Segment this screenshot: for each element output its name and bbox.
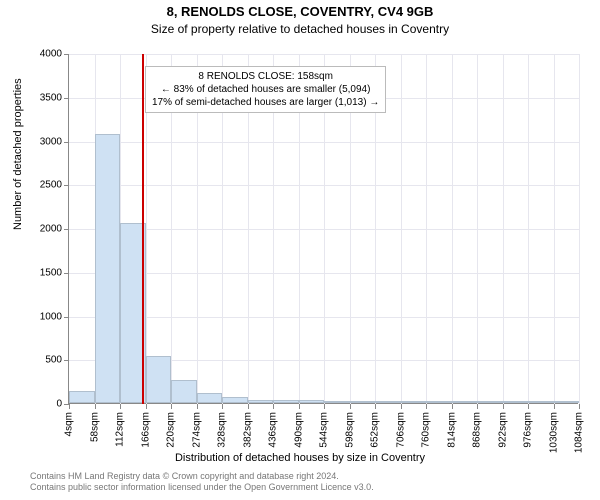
xtick xyxy=(503,404,504,409)
attribution-line1: Contains HM Land Registry data © Crown c… xyxy=(30,471,374,482)
histogram-bar xyxy=(222,397,248,403)
histogram-bar xyxy=(197,393,223,404)
xtick xyxy=(299,404,300,409)
gridline-v xyxy=(554,54,555,404)
xtick xyxy=(375,404,376,409)
ytick-label: 3500 xyxy=(22,92,62,103)
gridline-v xyxy=(452,54,453,404)
annotation-box: 8 RENOLDS CLOSE: 158sqm ← 83% of detache… xyxy=(145,66,386,113)
histogram-bar xyxy=(350,401,376,403)
marker-line xyxy=(142,54,144,404)
histogram-bar xyxy=(503,401,529,403)
ytick-label: 0 xyxy=(22,399,62,410)
xtick xyxy=(401,404,402,409)
ytick-label: 500 xyxy=(22,355,62,366)
ytick xyxy=(64,317,69,318)
ytick xyxy=(64,98,69,99)
chart-title-line2: Size of property relative to detached ho… xyxy=(0,22,600,36)
histogram-bar xyxy=(554,401,580,403)
ytick-label: 1500 xyxy=(22,267,62,278)
xtick xyxy=(248,404,249,409)
annotation-line1: 8 RENOLDS CLOSE: 158sqm xyxy=(152,70,379,83)
xtick xyxy=(452,404,453,409)
annotation-line3: 17% of semi-detached houses are larger (… xyxy=(152,96,379,109)
xtick xyxy=(222,404,223,409)
xtick xyxy=(426,404,427,409)
annotation-line2: ← 83% of detached houses are smaller (5,… xyxy=(152,83,379,96)
gridline-v xyxy=(401,54,402,404)
gridline-v xyxy=(503,54,504,404)
gridline-v xyxy=(579,54,580,404)
ytick xyxy=(64,54,69,55)
xtick xyxy=(324,404,325,409)
histogram-bar xyxy=(146,356,172,403)
xtick xyxy=(120,404,121,409)
histogram-bar xyxy=(324,401,350,403)
xtick xyxy=(477,404,478,409)
ytick-label: 3000 xyxy=(22,136,62,147)
chart-title-line1: 8, RENOLDS CLOSE, COVENTRY, CV4 9GB xyxy=(0,4,600,19)
ytick xyxy=(64,360,69,361)
ytick-label: 2000 xyxy=(22,224,62,235)
histogram-bar xyxy=(273,400,299,404)
histogram-bar xyxy=(426,401,452,403)
gridline-v xyxy=(426,54,427,404)
gridline-v xyxy=(477,54,478,404)
histogram-bar xyxy=(477,401,503,403)
histogram-bar xyxy=(401,401,427,403)
x-axis-label: Distribution of detached houses by size … xyxy=(0,452,600,464)
xtick xyxy=(528,404,529,409)
ytick xyxy=(64,273,69,274)
ytick xyxy=(64,142,69,143)
xtick xyxy=(197,404,198,409)
histogram-bar xyxy=(375,401,401,403)
xtick xyxy=(579,404,580,409)
histogram-bar xyxy=(299,400,325,403)
ytick xyxy=(64,229,69,230)
ytick-label: 4000 xyxy=(22,49,62,60)
histogram-bar xyxy=(452,401,478,403)
xtick xyxy=(146,404,147,409)
chart-container: 8, RENOLDS CLOSE, COVENTRY, CV4 9GB Size… xyxy=(0,0,600,500)
histogram-bar xyxy=(69,391,95,403)
xtick xyxy=(69,404,70,409)
histogram-bar xyxy=(171,380,197,403)
attribution-line2: Contains public sector information licen… xyxy=(30,482,374,493)
attribution: Contains HM Land Registry data © Crown c… xyxy=(30,471,374,493)
xtick xyxy=(554,404,555,409)
ytick xyxy=(64,185,69,186)
xtick xyxy=(273,404,274,409)
xtick xyxy=(171,404,172,409)
xtick xyxy=(95,404,96,409)
histogram-bar xyxy=(528,401,554,403)
ytick-label: 2500 xyxy=(22,180,62,191)
gridline-v xyxy=(528,54,529,404)
histogram-bar xyxy=(95,134,121,404)
ytick-label: 1000 xyxy=(22,311,62,322)
xtick xyxy=(350,404,351,409)
histogram-bar xyxy=(248,400,274,404)
